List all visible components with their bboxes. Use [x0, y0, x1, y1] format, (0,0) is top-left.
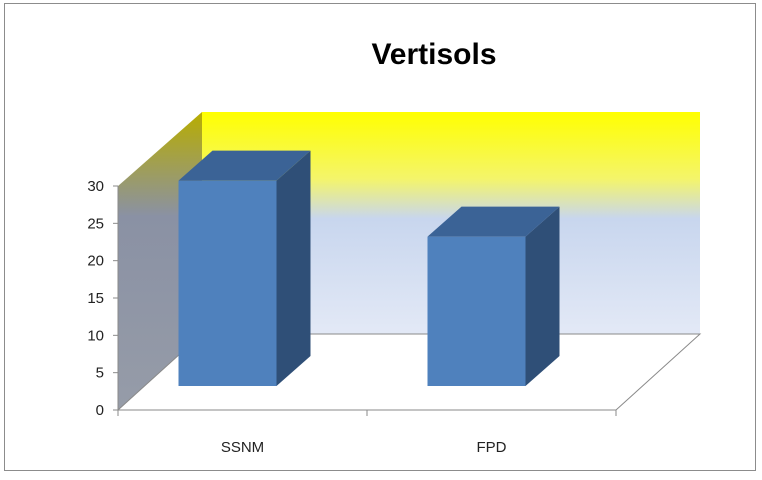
- bar-ssnm: [178, 150, 311, 386]
- y-tick-label: 30: [87, 178, 104, 195]
- y-tick-label: 5: [96, 365, 104, 382]
- bar-fpd: [427, 206, 560, 386]
- bar-side-face: [525, 206, 560, 386]
- bar-top-face: [427, 206, 560, 237]
- axes: 0 5 10 15 20 25 30: [87, 178, 617, 419]
- y-tick-label: 25: [87, 215, 104, 232]
- y-tick-label: 15: [87, 290, 104, 307]
- y-tick-label: 20: [87, 253, 104, 270]
- y-tick-label: 10: [87, 327, 104, 344]
- x-category-label: FPD: [477, 439, 507, 456]
- bar-side-face: [276, 150, 311, 386]
- bar-front-face: [178, 180, 277, 386]
- x-category-label: SSNM: [221, 439, 264, 456]
- bar-front-face: [427, 236, 526, 386]
- y-tick-label: 0: [96, 402, 104, 419]
- chart-title: Vertisols: [371, 38, 496, 71]
- bar-top-face: [178, 150, 311, 181]
- bars: [178, 150, 560, 386]
